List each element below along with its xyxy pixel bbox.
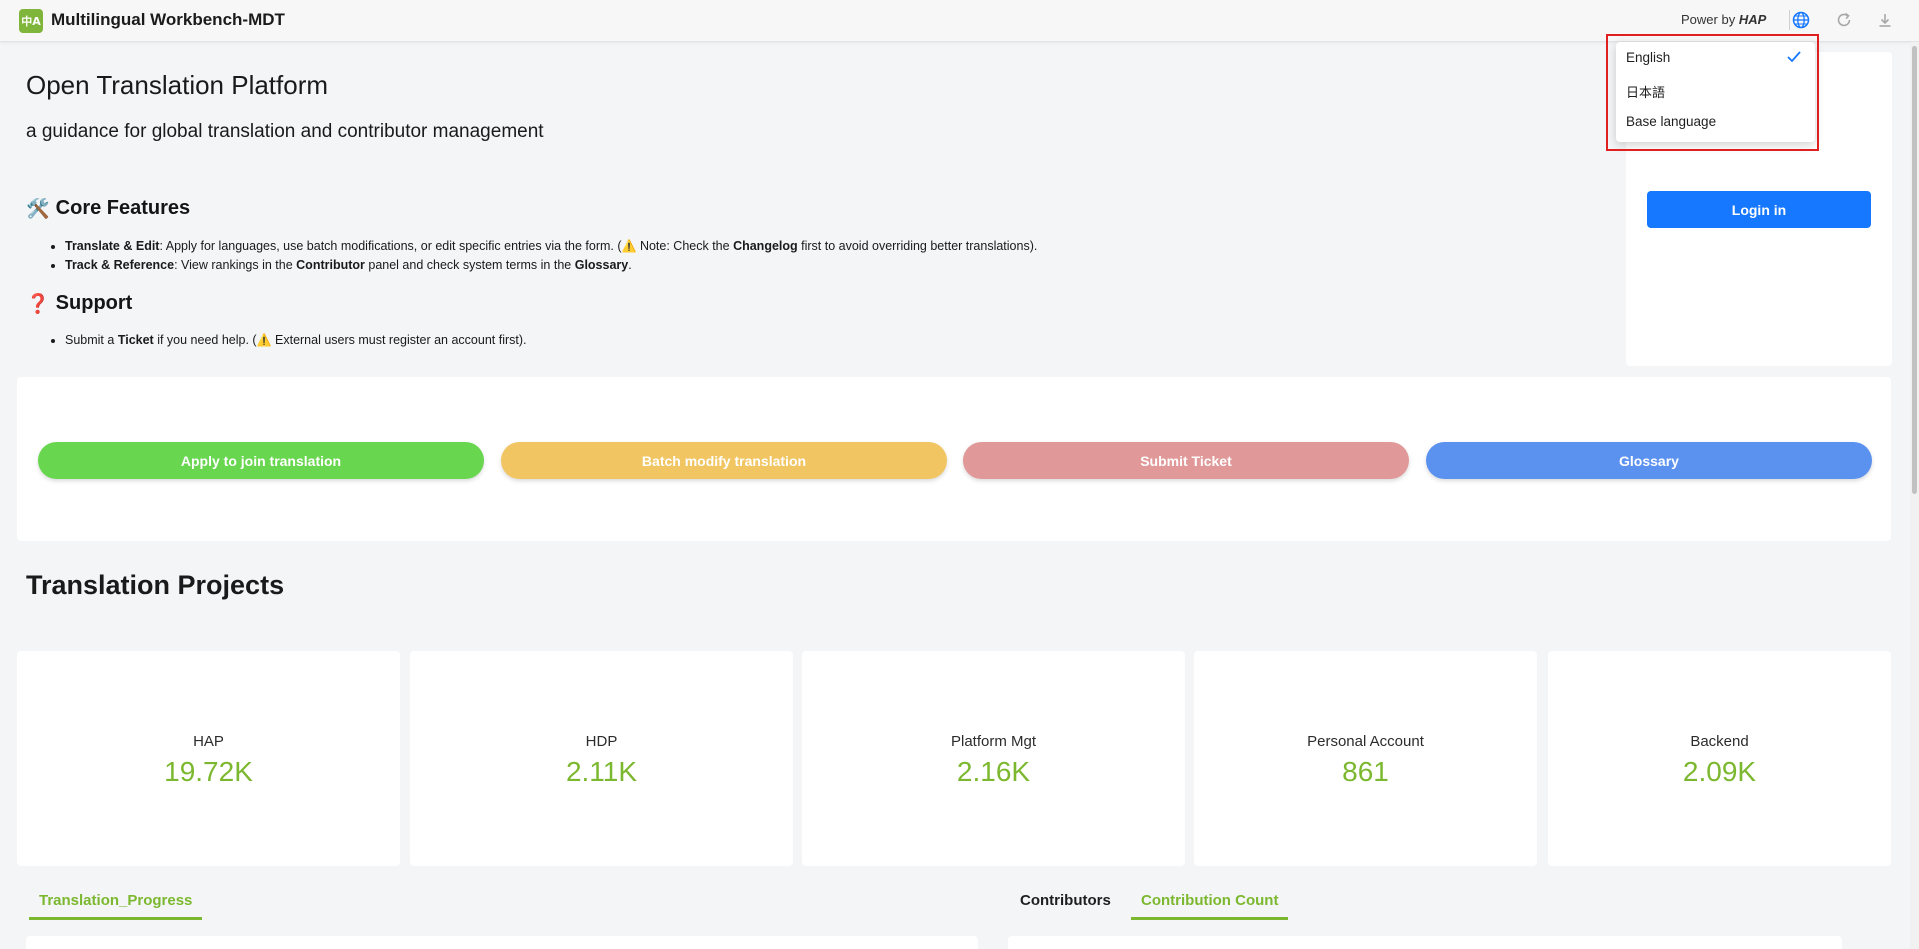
text-span: Note: Check the [636, 239, 734, 253]
language-option-label: 日本語 [1626, 86, 1666, 101]
header-divider [1789, 10, 1790, 30]
project-card-hdp[interactable]: HDP 2.11K [410, 651, 793, 866]
core-features-list: Translate & Edit: Apply for languages, u… [65, 237, 1037, 275]
list-item: Translate & Edit: Apply for languages, u… [65, 237, 1037, 256]
project-name: Platform Mgt [950, 733, 1037, 750]
project-count: 19.72K [164, 756, 253, 787]
actions-card: Apply to join translation Batch modify t… [17, 377, 1891, 541]
translation-projects-title: Translation Projects [26, 570, 285, 600]
text-span: : View rankings in the [174, 258, 297, 272]
project-card-hap[interactable]: HAP 19.72K [17, 651, 400, 866]
scrollbar-thumb[interactable] [1912, 46, 1917, 494]
tab-contributors[interactable]: Contributors [1020, 892, 1111, 909]
text-span: External users must register an account … [271, 333, 527, 347]
progress-panel [26, 936, 978, 949]
project-name: HDP [585, 733, 618, 750]
bold-term: Ticket [117, 333, 154, 347]
text-span: panel and check system terms in the [364, 258, 575, 272]
project-name: Personal Account [1307, 733, 1424, 750]
language-option-japanese[interactable]: 日本語 [1626, 82, 1665, 101]
project-count: 2.11K [565, 756, 638, 787]
core-features-heading: 🛠️ Core Features [26, 197, 190, 220]
highlight-box [1606, 34, 1819, 151]
text-span: first to avoid overriding better transla… [797, 239, 1038, 253]
project-count: 861 [1342, 756, 1389, 787]
bold-term: Changelog [733, 239, 798, 253]
app-title: Multilingual Workbench-MDT [51, 10, 285, 29]
list-item: Track & Reference: View rankings in the … [65, 256, 1037, 275]
project-count: 2.16K [956, 756, 1031, 787]
apply-translation-button[interactable]: Apply to join translation [38, 442, 484, 479]
language-option-label: English [1626, 50, 1671, 65]
bold-term: Contributor [296, 258, 365, 272]
check-icon [1786, 50, 1802, 69]
language-dropdown: English 日本語 Base language [1616, 42, 1815, 142]
warning-icon: ⚠️ [621, 239, 637, 253]
top-header: 中A Multilingual Workbench-MDT Power by H… [0, 0, 1919, 42]
language-option-base[interactable]: Base language [1626, 114, 1716, 129]
text-span: : Apply for languages, use batch modific… [159, 239, 622, 253]
language-option-english[interactable]: English [1626, 50, 1670, 65]
support-heading: ❓ Support [26, 292, 132, 315]
powered-by-prefix: Power by [1681, 12, 1739, 27]
text-span: . [628, 258, 632, 272]
bold-term: Track & Reference [65, 258, 175, 272]
scrollbar-track[interactable] [1910, 42, 1919, 949]
tools-icon: 🛠️ [26, 198, 50, 220]
globe-icon[interactable] [1791, 10, 1811, 30]
app-logo: 中A [19, 9, 43, 33]
tab-translation-progress[interactable]: Translation_Progress [29, 892, 203, 920]
text-span: Submit a [65, 333, 118, 347]
support-title: Support [55, 292, 133, 314]
text-span: if you need help. ( [153, 333, 257, 347]
question-icon: ❓ [26, 293, 50, 315]
project-name: Backend [1690, 733, 1749, 750]
tab-contribution-count[interactable]: Contribution Count [1131, 892, 1289, 920]
project-card-personal-account[interactable]: Personal Account 861 [1194, 651, 1537, 866]
support-list: Submit a Ticket if you need help. (⚠️ Ex… [65, 331, 527, 350]
bold-term: Glossary [574, 258, 629, 272]
project-name: HAP [193, 733, 224, 750]
project-count: 2.09K [1682, 756, 1757, 787]
core-features-title: Core Features [55, 197, 191, 219]
bold-term: Translate & Edit [65, 239, 160, 253]
refresh-icon[interactable] [1834, 10, 1854, 30]
powered-by: Power by HAP [1681, 12, 1766, 27]
batch-modify-button[interactable]: Batch modify translation [501, 442, 947, 479]
page-title: Open Translation Platform [26, 70, 329, 100]
powered-by-brand: HAP [1738, 12, 1767, 27]
language-option-label: Base language [1626, 114, 1717, 129]
list-item: Submit a Ticket if you need help. (⚠️ Ex… [65, 331, 527, 350]
page-subtitle: a guidance for global translation and co… [26, 121, 544, 142]
login-button[interactable]: Login in [1647, 191, 1871, 228]
contributors-panel [1008, 936, 1842, 949]
download-icon[interactable] [1875, 10, 1895, 30]
project-card-backend[interactable]: Backend 2.09K [1548, 651, 1891, 866]
warning-icon: ⚠️ [256, 333, 272, 347]
glossary-button[interactable]: Glossary [1426, 442, 1872, 479]
project-card-platform-mgt[interactable]: Platform Mgt 2.16K [802, 651, 1185, 866]
submit-ticket-button[interactable]: Submit Ticket [963, 442, 1409, 479]
